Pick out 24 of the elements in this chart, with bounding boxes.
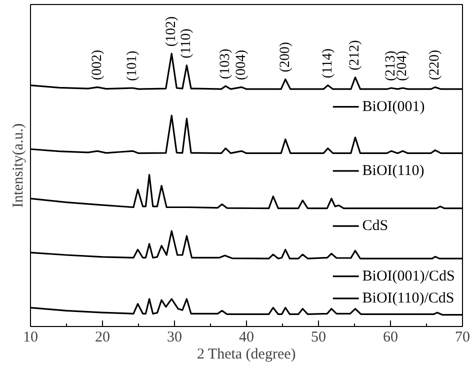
x-tick-label: 10	[23, 330, 38, 346]
annotation: (114)	[320, 48, 336, 78]
legend-label: BiOI(001)/CdS	[362, 268, 455, 284]
x-tick-label: 70	[455, 330, 470, 346]
x-tick-label: 60	[383, 330, 398, 346]
x-tick-label: 20	[95, 330, 110, 346]
annotation: (110)	[179, 28, 194, 58]
annotation: (103)	[218, 48, 234, 80]
annotation: (220)	[428, 50, 443, 80]
annotation: (101)	[125, 50, 140, 81]
annotation: (102)	[164, 16, 180, 47]
annotation: (002)	[90, 50, 105, 80]
x-tick-label: 30	[167, 330, 182, 346]
annotation: (004)	[234, 50, 249, 80]
x-axis-title: 2 Theta (degree)	[196, 346, 296, 362]
x-tick-label: 50	[311, 330, 326, 346]
legend-label: BiOI(110)/CdS	[362, 290, 454, 306]
legend-label: BiOI(110)	[362, 162, 424, 179]
x-tick-label: 40	[239, 330, 254, 346]
legend-label: BiOI(001)	[362, 98, 425, 115]
annotation: (212)	[348, 40, 363, 70]
legend-label: CdS	[362, 218, 388, 234]
annotation: (200)	[278, 42, 293, 72]
y-axis-title: Intensity(a.u.)	[10, 123, 26, 208]
